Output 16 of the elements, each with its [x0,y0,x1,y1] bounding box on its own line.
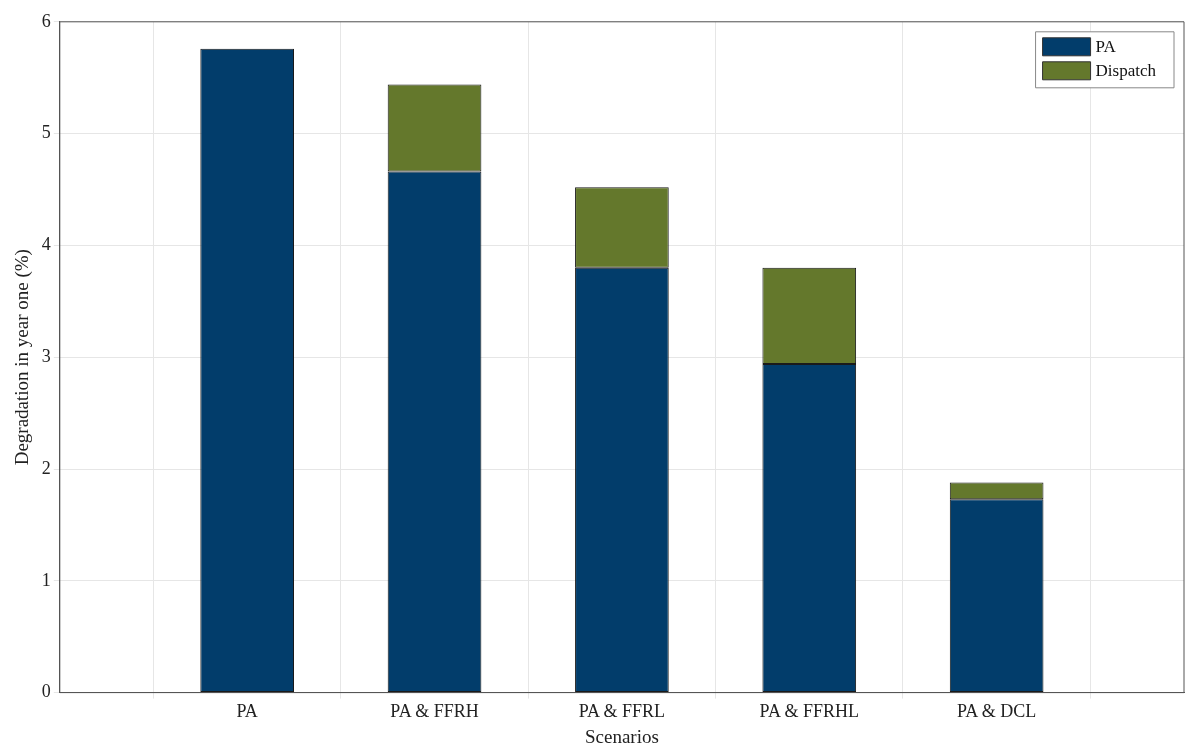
x-tick-label: PA & FFRL [578,701,666,722]
x-tick-label: PA & FFRH [390,701,479,722]
x-axis-title: Scenarios [584,725,659,747]
x-tick-label: PA & FFRHL [759,701,859,722]
y-tick-label: 2 [41,457,51,478]
y-axis-title: Degradation in year one (%) [11,249,34,466]
x-tick-label: PA & DCL [956,701,1037,722]
legend-label: Dispatch [1095,61,1157,81]
y-tick-label: 0 [41,681,51,702]
y-tick-label: 6 [41,10,51,31]
y-tick-label: 1 [41,569,51,590]
y-tick-label: 5 [41,122,51,143]
legend-label: PA [1095,37,1117,57]
y-tick-label: 3 [41,345,51,366]
x-tick-label: PA [236,701,258,722]
y-tick-label: 4 [41,234,51,255]
